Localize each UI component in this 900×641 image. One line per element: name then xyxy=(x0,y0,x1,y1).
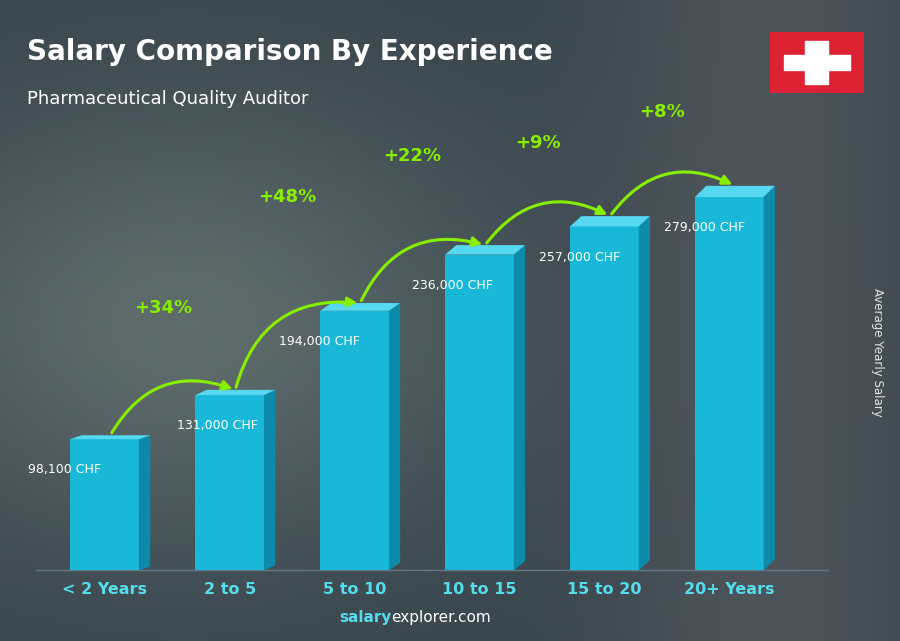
Text: Average Yearly Salary: Average Yearly Salary xyxy=(871,288,884,417)
Polygon shape xyxy=(695,197,764,570)
Polygon shape xyxy=(195,390,275,395)
Polygon shape xyxy=(570,216,650,226)
Polygon shape xyxy=(514,245,525,570)
Bar xyxy=(784,55,850,70)
Text: 236,000 CHF: 236,000 CHF xyxy=(411,279,492,292)
Polygon shape xyxy=(264,390,275,570)
Text: 279,000 CHF: 279,000 CHF xyxy=(664,221,745,234)
Polygon shape xyxy=(446,245,525,254)
Text: +8%: +8% xyxy=(640,103,686,121)
Polygon shape xyxy=(70,439,140,570)
Text: Salary Comparison By Experience: Salary Comparison By Experience xyxy=(27,38,553,67)
Text: 98,100 CHF: 98,100 CHF xyxy=(28,463,101,476)
Polygon shape xyxy=(446,254,514,570)
Polygon shape xyxy=(195,395,264,570)
Text: +48%: +48% xyxy=(258,188,317,206)
Polygon shape xyxy=(389,303,400,570)
Polygon shape xyxy=(140,435,150,570)
Polygon shape xyxy=(570,226,639,570)
Text: salary: salary xyxy=(339,610,392,625)
Polygon shape xyxy=(70,435,150,439)
Text: Pharmaceutical Quality Auditor: Pharmaceutical Quality Auditor xyxy=(27,90,309,108)
Polygon shape xyxy=(764,186,775,570)
Bar xyxy=(806,41,828,84)
Polygon shape xyxy=(320,303,400,311)
Text: 131,000 CHF: 131,000 CHF xyxy=(176,419,257,432)
Polygon shape xyxy=(695,186,775,197)
Text: 194,000 CHF: 194,000 CHF xyxy=(279,335,360,348)
Polygon shape xyxy=(639,216,650,570)
Text: +22%: +22% xyxy=(383,147,442,165)
Text: +9%: +9% xyxy=(515,135,561,153)
Polygon shape xyxy=(320,311,389,570)
Text: +34%: +34% xyxy=(134,299,192,317)
Text: explorer.com: explorer.com xyxy=(392,610,491,625)
Text: 257,000 CHF: 257,000 CHF xyxy=(539,251,620,263)
